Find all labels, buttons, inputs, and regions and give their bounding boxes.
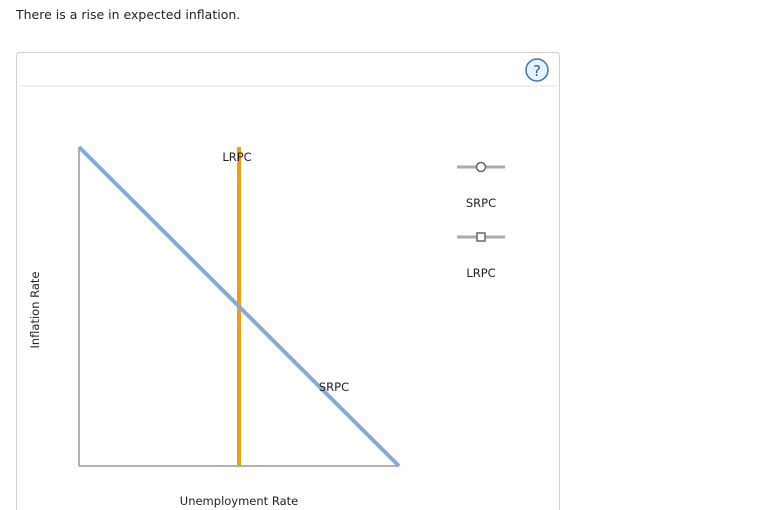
tool-label[interactable]: SRPC (466, 196, 496, 210)
tool-point[interactable] (475, 161, 487, 173)
graph-panel (16, 52, 560, 510)
srpc-line[interactable] (77, 145, 401, 468)
help-label[interactable]: ? (533, 62, 541, 80)
help-circle[interactable] (525, 58, 549, 82)
prompt: There is a rise in expected inflation. (16, 7, 241, 22)
srpc-tool[interactable]: SRPC (457, 161, 505, 211)
tool-point[interactable] (476, 232, 486, 242)
y-axis-label: Inflation Rate (28, 271, 42, 348)
x-axis-label: Unemployment Rate (180, 494, 298, 508)
curve-label: SRPC (319, 380, 349, 394)
tool-label[interactable]: LRPC (466, 266, 495, 280)
lrpc-tool[interactable]: LRPC (457, 232, 505, 280)
curve-label: LRPC (222, 150, 251, 164)
help-button[interactable]: ? (525, 58, 549, 82)
